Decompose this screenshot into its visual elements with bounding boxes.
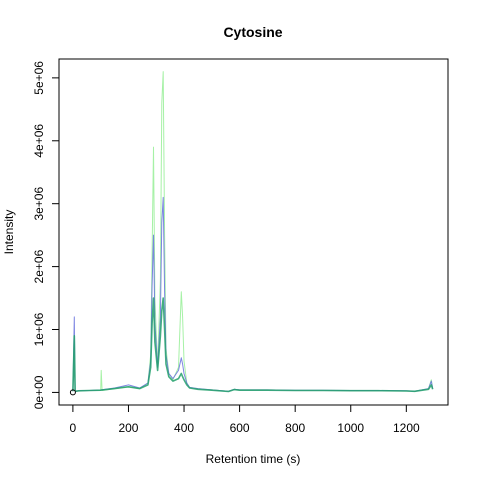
y-axis-title: Intensity <box>2 210 16 255</box>
y-tick-label: 5e+06 <box>32 61 46 95</box>
y-tick-label: 3e+06 <box>32 187 46 221</box>
marker-layer <box>69 389 76 396</box>
x-tick-label: 1000 <box>337 421 364 435</box>
x-tick-label: 1200 <box>393 421 420 435</box>
x-tick-label: 200 <box>118 421 138 435</box>
x-axis-title: Retention time (s) <box>206 452 301 466</box>
x-tick-label: 800 <box>285 421 305 435</box>
y-tick-label: 1e+06 <box>32 312 46 346</box>
x-tick-label: 400 <box>174 421 194 435</box>
y-tick-label: 2e+06 <box>32 249 46 283</box>
y-tick-label: 4e+06 <box>32 124 46 158</box>
x-axis: 0 200 400 600 800 1000 1200 <box>70 404 420 435</box>
y-tick-label: 0e+00 <box>32 375 46 409</box>
open-circle-marker <box>69 389 76 396</box>
series-line-3 <box>72 297 434 393</box>
series-layer <box>72 71 434 393</box>
x-tick-label: 0 <box>70 421 77 435</box>
chart-title: Cytosine <box>223 24 282 40</box>
x-tick-label: 600 <box>230 421 250 435</box>
y-axis: 0e+00 1e+06 2e+06 3e+06 4e+06 5e+06 <box>32 61 60 409</box>
